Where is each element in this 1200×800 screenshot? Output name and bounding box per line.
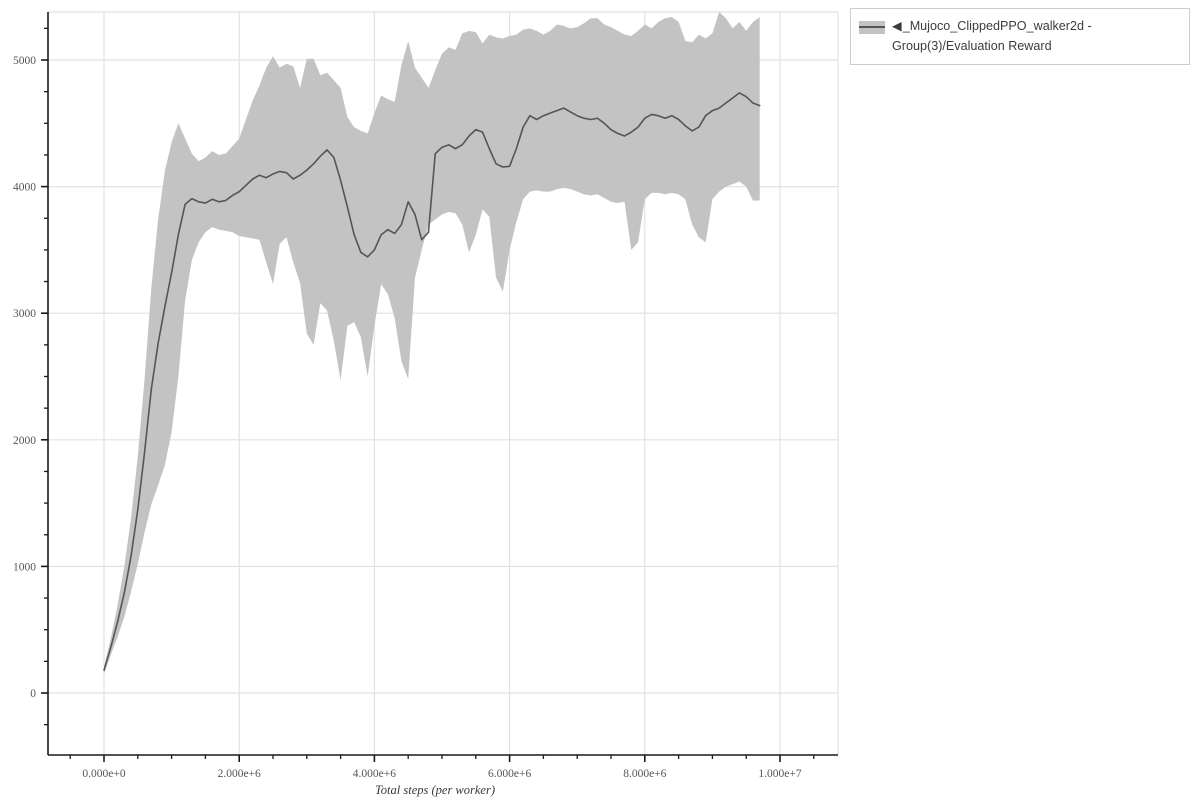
legend-line-swatch (859, 26, 885, 28)
x-tick-label: 2.000e+6 (218, 768, 261, 780)
y-tick-label: 2000 (13, 435, 36, 447)
data-band (104, 12, 760, 675)
legend-triangle-left-icon: ◀ (892, 19, 902, 33)
x-tick-label: 8.000e+6 (623, 768, 666, 780)
x-tick-label: 0.000e+0 (82, 768, 125, 780)
y-tick-label: 4000 (13, 182, 36, 194)
y-tick-label: 1000 (13, 561, 36, 573)
tick-labels: 0 1000 2000 3000 4000 5000 0.000e+0 2.000e+6 4.0… (13, 55, 802, 780)
legend-swatch-icon (859, 19, 885, 35)
y-tick-label: 3000 (13, 308, 36, 320)
y-tick-label: 0 (30, 688, 36, 700)
x-tick-label: 1.000e+7 (758, 768, 801, 780)
axis-ticks (41, 27, 815, 762)
legend-series-name: _Mujoco_ClippedPPO_walker2d - Group(3)/E… (892, 19, 1092, 53)
legend-entry-label: ◀_Mujoco_ClippedPPO_walker2d - Group(3)/… (892, 17, 1179, 56)
data-line (103, 92, 761, 672)
x-tick-label: 6.000e+6 (488, 768, 531, 780)
axis-spines (47, 12, 838, 756)
x-axis-title: Total steps (per worker) (375, 783, 495, 797)
chart-legend[interactable]: ◀_Mujoco_ClippedPPO_walker2d - Group(3)/… (850, 8, 1190, 66)
x-tick-label: 4.000e+6 (353, 768, 396, 780)
y-tick-label: 5000 (13, 55, 36, 67)
